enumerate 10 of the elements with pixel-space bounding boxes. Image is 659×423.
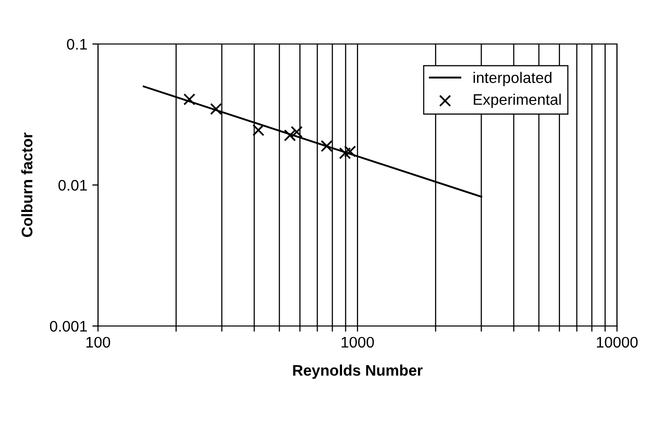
y-tick-label: 0.001 [50, 320, 87, 332]
y-tick-label: 0.1 [66, 38, 87, 50]
legend-label: interpolated [474, 72, 552, 86]
x-tick-label: 100 [86, 336, 110, 348]
y-axis-title: Colburn factor [21, 132, 32, 237]
x-tick-label: 1000 [342, 336, 374, 348]
x-tick-label: 10000 [596, 336, 638, 348]
x-axis-title: Reynolds Number [293, 364, 423, 379]
y-tick-label: 0.01 [58, 180, 87, 191]
legend-label: Experimental [474, 94, 561, 108]
